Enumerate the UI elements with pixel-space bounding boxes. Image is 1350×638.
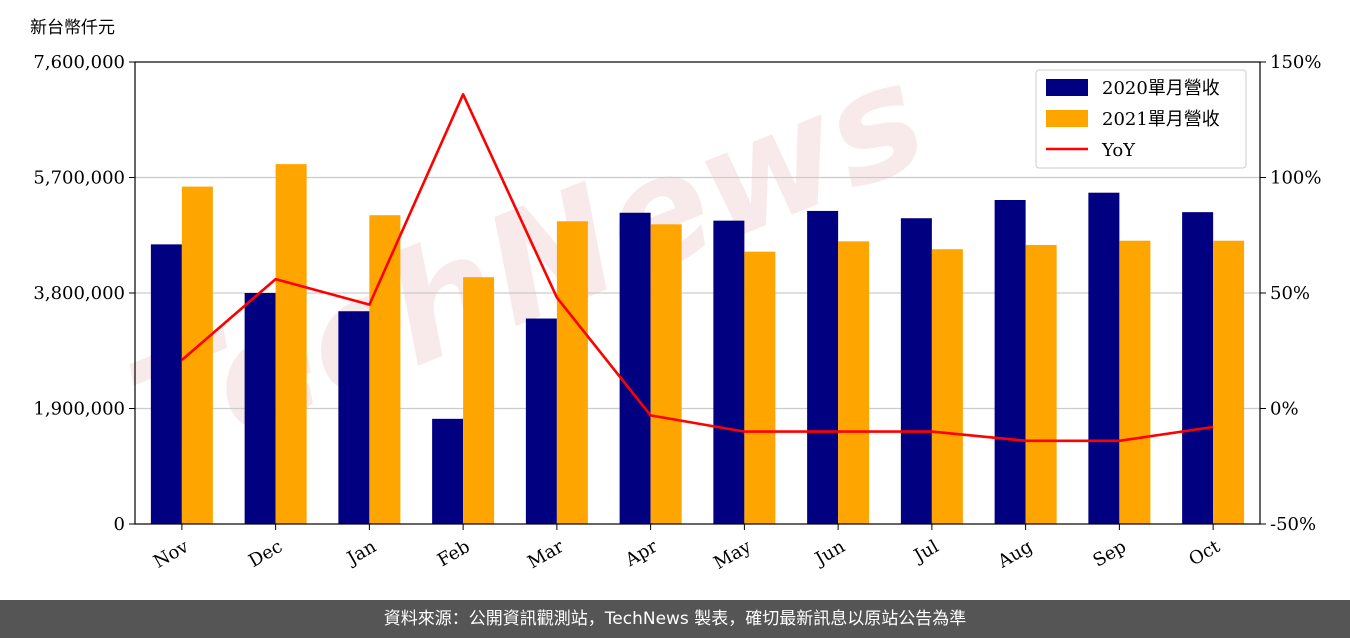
x-tick-label: Oct (1185, 536, 1224, 571)
bar-2020-may (713, 220, 745, 524)
y-tick-label: 7,600,000 (33, 52, 125, 73)
x-tick-label: Jan (342, 536, 380, 570)
y-tick-label: 3,800,000 (33, 283, 125, 304)
x-ticks: Nov Dec Jan Feb Mar Apr May Jun Jul Aug Sep Oct (150, 524, 1224, 574)
x-tick-label: Aug (993, 536, 1036, 573)
left-y-ticks: 0 1,900,000 3,800,000 5,700,000 7,600,000 (33, 52, 135, 535)
bars (150, 164, 1245, 525)
bar-2020-aug (994, 199, 1026, 524)
bar-2021-jan (369, 215, 401, 525)
bar-2021-jun (838, 241, 870, 524)
y2-tick-label: 50% (1270, 283, 1310, 304)
x-tick-label: Mar (524, 536, 568, 573)
x-tick-label: Sep (1089, 536, 1129, 571)
bar-2020-oct (1182, 212, 1214, 524)
x-tick-label: Jun (810, 536, 849, 571)
bar-2020-nov (150, 244, 182, 525)
revenue-chart: TechNews 新台幣仟元 01,900,0003,800,0005,700,… (30, 18, 1321, 574)
bar-2021-mar (556, 221, 588, 524)
y2-tick-label: 150% (1270, 52, 1321, 73)
bar-2021-sep (1119, 240, 1151, 524)
bar-2020-apr (619, 212, 651, 525)
x-tick-label: Nov (150, 536, 193, 573)
bar-2020-jul (900, 218, 932, 524)
bar-2021-apr (650, 224, 682, 524)
bar-2021-may (744, 251, 776, 525)
legend-label: YoY (1101, 140, 1136, 161)
bar-2020-jan (338, 311, 370, 524)
legend: 2020單月營收 2021單月營收 YoY (1035, 69, 1247, 169)
legend-swatch (1046, 79, 1088, 96)
bar-2021-jul (931, 249, 963, 525)
legend-label: 2020單月營收 (1102, 78, 1220, 99)
y-tick-label: 1,900,000 (33, 399, 125, 420)
bar-2020-dec (244, 293, 276, 524)
y2-tick-label: 0% (1270, 399, 1299, 420)
bar-2020-jun (807, 210, 839, 524)
source-footer: 資料來源：公開資訊觀測站，TechNews 製表，確切最新訊息以原站公告為準 (0, 600, 1350, 638)
y-tick-label: 0 (114, 514, 125, 535)
x-tick-label: May (710, 536, 755, 574)
legend-swatch (1046, 110, 1088, 127)
yoy-line (181, 93, 1214, 443)
x-tick-label: Jul (909, 536, 943, 568)
legend-box (1035, 69, 1247, 169)
x-tick-label: Feb (434, 536, 474, 571)
right-y-ticks: -50% 0% 50% 100% 150% (1260, 52, 1321, 535)
y2-tick-label: 100% (1270, 168, 1321, 189)
bar-2020-sep (1088, 192, 1120, 524)
y-axis-unit-label: 新台幣仟元 (30, 18, 115, 38)
x-tick-label: Dec (245, 536, 286, 572)
legend-label: 2021單月營收 (1102, 109, 1220, 130)
bar-2020-mar (525, 318, 557, 524)
y2-tick-label: -50% (1270, 514, 1316, 535)
bar-2021-aug (1025, 244, 1057, 524)
x-tick-label: Apr (621, 536, 661, 571)
y-tick-label: 5,700,000 (33, 168, 125, 189)
bar-2021-feb (463, 277, 495, 524)
yoy-line-layer (181, 93, 1214, 443)
bar-2020-feb (432, 418, 464, 524)
bar-2021-oct (1213, 240, 1245, 524)
bar-2021-dec (275, 164, 307, 524)
